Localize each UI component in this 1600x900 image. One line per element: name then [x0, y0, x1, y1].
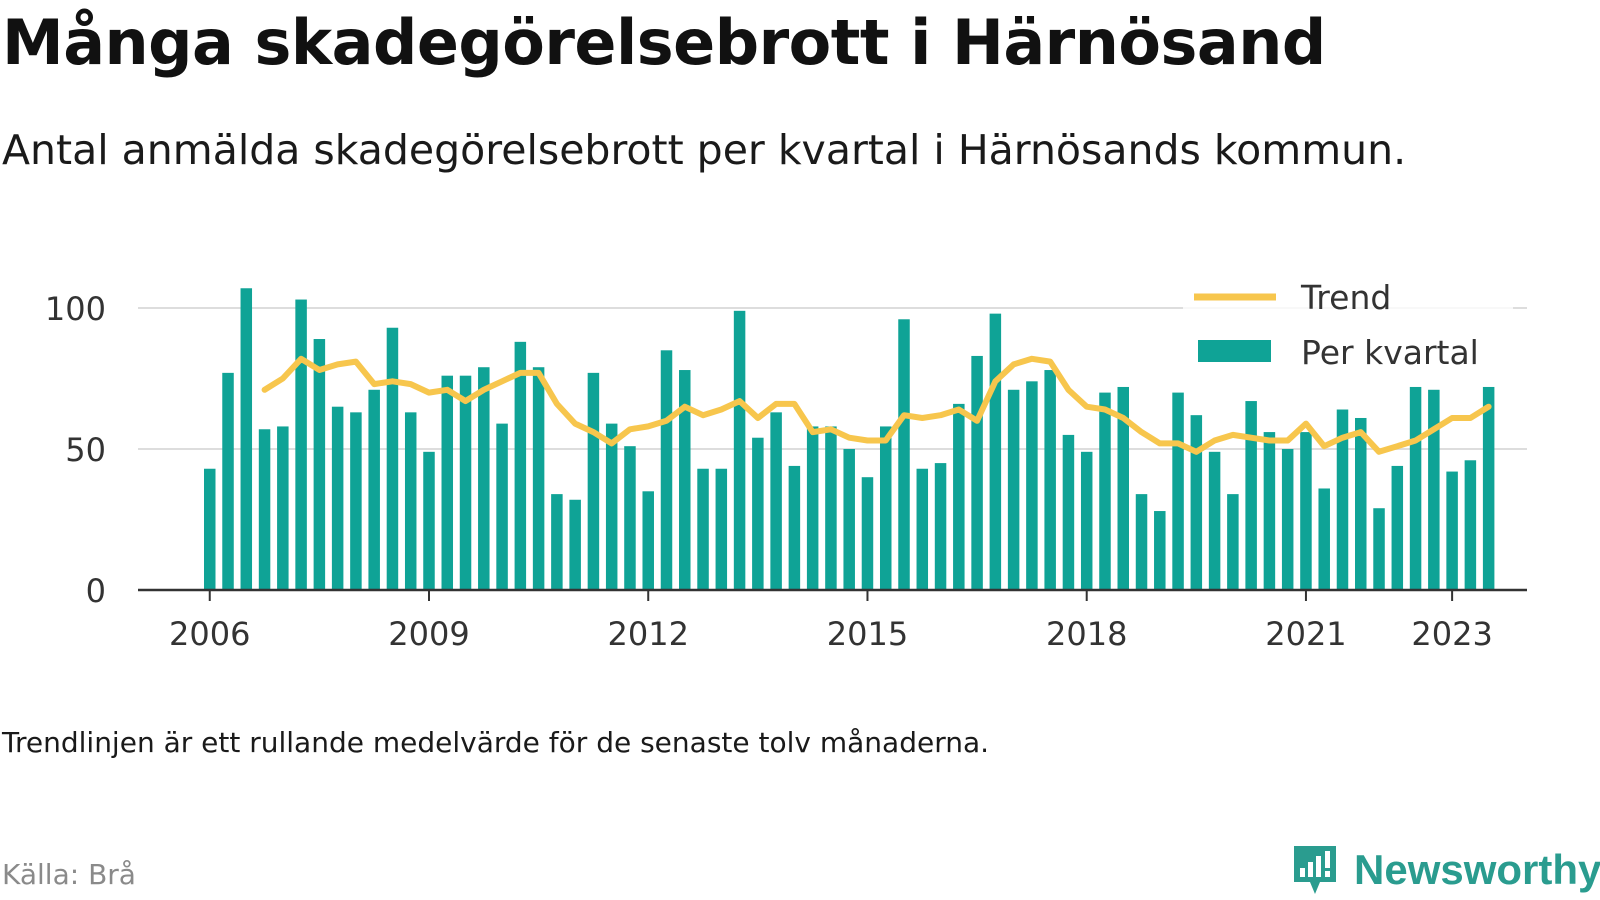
bar	[916, 468, 929, 590]
bar	[1373, 508, 1385, 590]
footnote: Trendlinjen är ett rullande medelvärde f…	[2, 726, 990, 759]
x-tick-label: 2015	[827, 615, 908, 653]
bar	[989, 313, 1002, 590]
bar	[971, 355, 983, 590]
bar	[404, 412, 417, 590]
bar	[423, 451, 435, 590]
y-tick-label: 100	[45, 290, 106, 328]
bar	[1135, 494, 1148, 590]
legend-label-trend: Trend	[1300, 278, 1391, 317]
bar	[733, 310, 746, 590]
bar	[660, 350, 673, 590]
x-tick-label: 2006	[169, 615, 250, 653]
bar	[788, 465, 801, 590]
bar	[898, 319, 910, 590]
bar	[843, 449, 855, 590]
bar	[1446, 471, 1458, 590]
chart-subtitle: Antal anmälda skadegörelsebrott per kvar…	[2, 126, 1407, 174]
bar	[1227, 494, 1239, 590]
bar	[240, 288, 253, 590]
bar	[624, 446, 636, 590]
bar	[1263, 432, 1276, 590]
bar	[277, 426, 289, 590]
bar	[879, 426, 892, 590]
bar	[1318, 488, 1330, 590]
bar	[1300, 432, 1312, 590]
bar	[587, 372, 600, 590]
bar	[1172, 392, 1184, 590]
bar	[697, 468, 709, 590]
source-label: Källa: Brå	[2, 858, 136, 891]
legend: Trend Per kvartal	[1183, 274, 1513, 384]
y-tick-label: 50	[65, 431, 106, 469]
bar	[204, 468, 216, 590]
bar	[1355, 417, 1367, 590]
bar	[331, 406, 344, 590]
newsworthy-logo-icon	[1294, 846, 1336, 894]
bar	[1154, 511, 1166, 590]
trend-line-layer	[261, 355, 1492, 455]
bar	[1409, 386, 1422, 590]
bar	[551, 494, 563, 590]
x-tick-label: 2021	[1265, 615, 1346, 653]
axes: 0 50 100 2006 2009 2012 2015 2018 2021 2023	[45, 290, 1527, 653]
bar	[441, 375, 454, 590]
bar	[1007, 389, 1020, 590]
bar	[715, 468, 728, 590]
bar	[770, 412, 782, 590]
legend-label-bars: Per kvartal	[1301, 333, 1479, 372]
y-tick-label: 0	[86, 572, 106, 610]
bar	[514, 341, 527, 590]
bar	[1482, 386, 1495, 590]
trend-line	[261, 355, 1492, 455]
bar	[1464, 460, 1477, 590]
bar	[478, 367, 490, 590]
bar	[313, 339, 326, 590]
bar	[1245, 401, 1257, 590]
legend-swatch-bars	[1198, 340, 1271, 362]
x-tick-label: 2018	[1046, 615, 1127, 653]
bar	[459, 375, 472, 590]
bar	[386, 327, 399, 590]
bar	[1281, 449, 1294, 590]
x-tick-label: 2012	[608, 615, 689, 653]
bars	[204, 288, 1495, 590]
legend-background	[1183, 274, 1513, 384]
bar	[825, 426, 837, 590]
x-tick-label: 2009	[388, 615, 469, 653]
bar	[350, 412, 362, 590]
chart-title: Många skadegörelsebrott i Härnösand	[2, 6, 1326, 79]
bar	[1336, 409, 1349, 590]
bar	[1208, 451, 1221, 590]
bar	[1428, 389, 1440, 590]
bar	[368, 389, 380, 590]
bar	[1391, 465, 1404, 590]
bar	[642, 491, 654, 590]
bar	[752, 437, 764, 590]
bar	[295, 299, 307, 590]
brand-logo[interactable]: Newsworthy	[1290, 842, 1600, 898]
bar	[953, 403, 965, 590]
bar	[605, 423, 618, 590]
bar	[496, 423, 508, 590]
bar	[861, 477, 874, 590]
bar	[1117, 386, 1129, 590]
bar	[1190, 415, 1203, 590]
bar	[1080, 451, 1093, 590]
brand-name: Newsworthy	[1354, 846, 1600, 893]
bar	[1026, 381, 1038, 590]
bar	[679, 370, 691, 590]
bar	[258, 429, 271, 590]
bar	[806, 426, 819, 590]
bar	[1099, 392, 1111, 590]
bar	[222, 372, 234, 590]
x-tick-label: 2023	[1411, 615, 1492, 653]
bar	[1062, 434, 1075, 590]
bar	[934, 463, 947, 590]
bar	[1044, 370, 1056, 590]
bar	[532, 367, 545, 590]
bar	[569, 499, 581, 590]
